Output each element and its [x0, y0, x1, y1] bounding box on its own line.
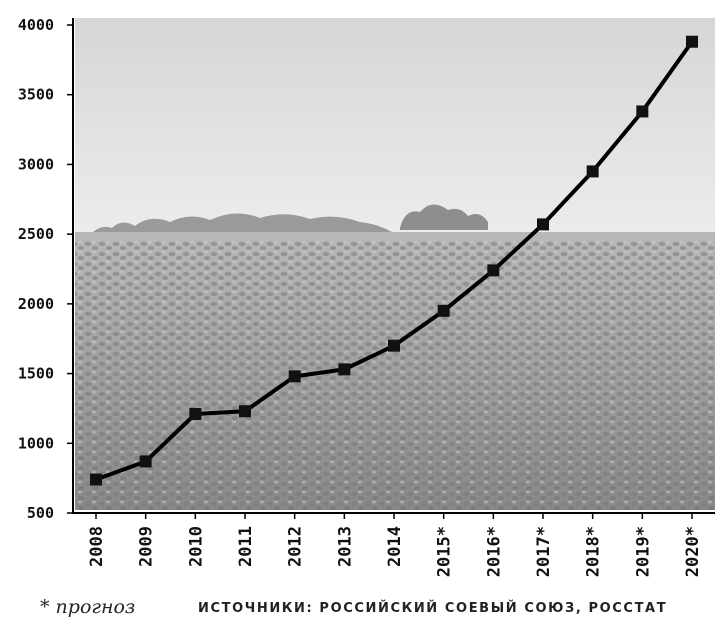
- x-tick-label: 2012: [286, 526, 306, 567]
- data-point-2011: [239, 405, 251, 418]
- leaf-texture: [75, 240, 715, 510]
- data-point-2017: [537, 218, 549, 231]
- data-point-2009: [139, 455, 152, 468]
- x-tick-label: 2015*: [435, 526, 455, 577]
- line-chart: 500 1000 1500 2000 2500 3000 3500 4000 2008 2009…: [18, 16, 715, 577]
- data-point-2018: [586, 165, 599, 178]
- x-tick-label: 2019*: [633, 526, 653, 577]
- x-tick-label: 2008: [87, 526, 107, 567]
- x-tick-label: 2011: [236, 526, 256, 567]
- y-tick-label: 1500: [18, 365, 54, 383]
- x-tick-label: 2018*: [584, 526, 604, 577]
- tree-cluster: [400, 204, 488, 230]
- y-tick-label: 2000: [18, 295, 54, 313]
- data-point-2020: [686, 35, 698, 48]
- x-tick-label: 2009: [137, 526, 157, 567]
- x-tick-label: 2020*: [683, 526, 703, 577]
- y-tick-label: 2500: [18, 225, 54, 243]
- data-point-2013: [338, 363, 351, 376]
- data-point-2012: [288, 370, 301, 383]
- forecast-footnote: * прогноз: [40, 596, 136, 618]
- x-tick-label: 2013: [335, 526, 355, 567]
- y-axis-ticks: 500 1000 1500 2000 2500 3000 3500 4000: [18, 16, 73, 522]
- data-point-2010: [189, 408, 202, 421]
- y-tick-label: 3000: [18, 155, 54, 173]
- x-tick-label: 2014: [385, 526, 405, 567]
- sky: [75, 18, 715, 233]
- data-series: [90, 35, 698, 486]
- y-tick-label: 4000: [18, 16, 54, 34]
- data-point-2015: [437, 304, 450, 317]
- x-tick-label: 2016*: [484, 526, 504, 577]
- x-tick-label: 2017*: [534, 526, 554, 577]
- y-tick-label: 500: [27, 504, 54, 522]
- data-point-2014: [388, 339, 400, 352]
- background-photo: [75, 18, 715, 510]
- y-tick-label: 3500: [18, 86, 54, 104]
- data-point-2008: [90, 473, 102, 486]
- x-axis-ticks: 2008 2009 2010 2011 2012 2013 2014 2015* 2016* 20…: [87, 513, 703, 577]
- data-point-2016: [487, 264, 500, 277]
- sources-note: ИСТОЧНИКИ: РОССИЙСКИЙ СОЕВЫЙ СОЮЗ, РОССТ…: [198, 601, 668, 616]
- x-tick-label: 2010: [186, 526, 206, 567]
- y-tick-label: 1000: [18, 434, 54, 452]
- data-point-2019: [636, 105, 649, 118]
- tree-line: [90, 213, 392, 238]
